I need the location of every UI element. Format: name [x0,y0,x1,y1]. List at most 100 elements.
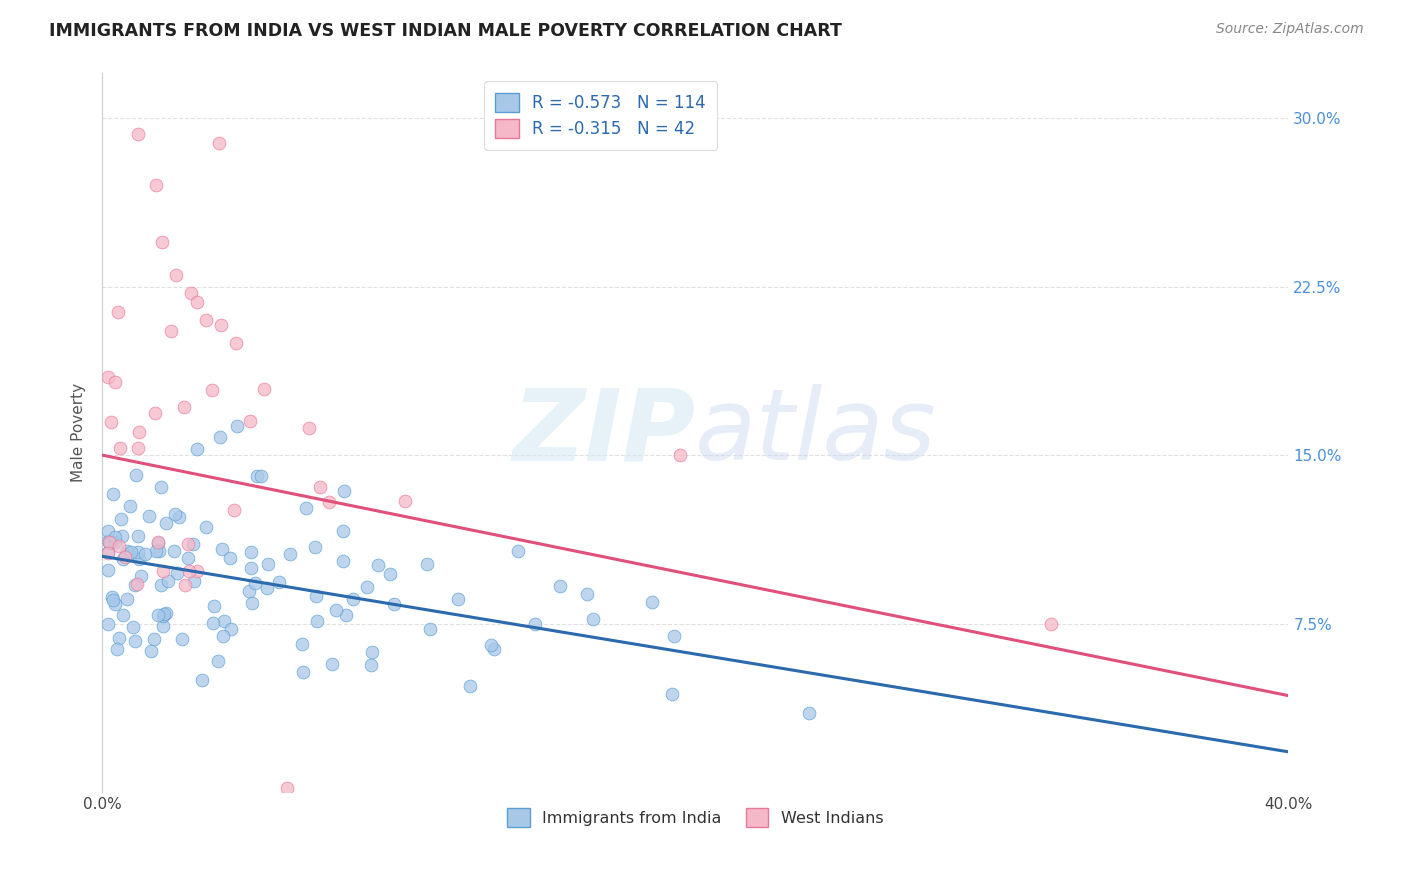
Point [104,598,127,612]
Point [641,595,664,609]
Point [104,530,127,544]
Point [124,578,146,592]
Point [143,406,166,420]
Point [661,687,683,701]
Point [212,615,235,629]
Point [245,468,267,483]
Point [97,535,120,549]
Point [152,609,174,624]
Point [292,665,315,679]
Point [524,617,547,632]
Point [208,136,231,150]
Point [159,324,181,338]
Point [378,567,401,582]
Point [222,503,245,517]
Point [669,448,692,462]
Point [186,442,208,456]
Point [576,587,599,601]
Text: ZIP: ZIP [512,384,696,481]
Point [238,584,260,599]
Point [165,268,187,283]
Point [209,318,232,332]
Point [252,382,274,396]
Point [278,547,301,561]
Point [148,544,170,558]
Point [146,608,169,623]
Point [115,591,138,606]
Point [127,545,149,559]
Point [148,536,170,550]
Point [108,442,131,456]
Point [108,540,131,554]
Text: IMMIGRANTS FROM INDIA VS WEST INDIAN MALE POVERTY CORRELATION CHART: IMMIGRANTS FROM INDIA VS WEST INDIAN MAL… [49,22,842,40]
Point [342,592,364,607]
Point [250,469,273,483]
Point [225,418,247,433]
Point [152,564,174,578]
Point [295,501,318,516]
Point [447,592,470,607]
Text: atlas: atlas [696,384,936,481]
Point [128,425,150,440]
Point [127,441,149,455]
Point [321,657,343,672]
Point [211,542,233,557]
Point [134,547,156,561]
Point [256,558,278,572]
Point [166,566,188,580]
Point [138,508,160,523]
Point [225,335,247,350]
Point [127,127,149,141]
Point [180,286,202,301]
Point [111,552,134,566]
Point [360,645,382,659]
Point [186,295,208,310]
Point [482,642,505,657]
Point [97,546,120,560]
Point [111,529,134,543]
Point [108,631,131,645]
Point [120,545,142,559]
Point [173,400,195,414]
Point [207,653,229,667]
Point [118,549,141,563]
Point [190,673,212,688]
Point [163,544,186,558]
Point [548,579,571,593]
Point [112,608,135,623]
Point [332,524,354,538]
Point [145,544,167,558]
Point [1040,616,1063,631]
Point [797,706,820,720]
Point [104,376,127,390]
Point [150,235,173,249]
Point [110,512,132,526]
Point [479,639,502,653]
Point [174,578,197,592]
Point [195,313,218,327]
Point [103,487,125,501]
Point [124,634,146,648]
Point [202,615,225,630]
Point [105,642,128,657]
Point [121,620,143,634]
Point [183,574,205,588]
Point [219,622,242,636]
Point [97,370,120,384]
Point [195,520,218,534]
Point [124,467,146,482]
Point [202,599,225,614]
Point [179,564,201,578]
Point [394,493,416,508]
Point [506,544,529,558]
Point [97,563,120,577]
Point [181,537,204,551]
Point [218,550,240,565]
Y-axis label: Male Poverty: Male Poverty [72,383,86,483]
Point [142,632,165,646]
Point [239,561,262,575]
Point [127,528,149,542]
Point [150,480,173,494]
Point [256,581,278,595]
Point [243,576,266,591]
